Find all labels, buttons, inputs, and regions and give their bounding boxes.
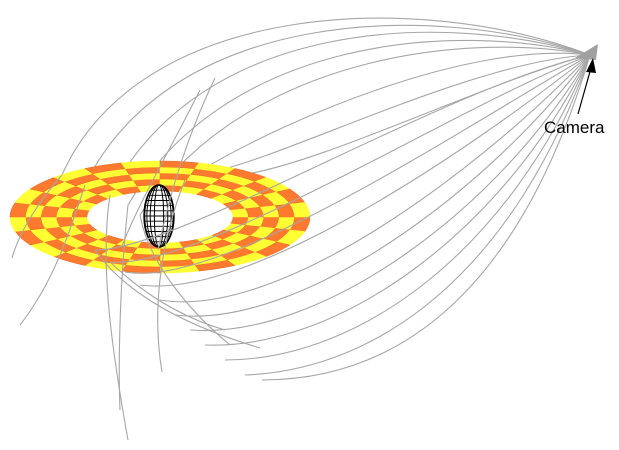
light-ray: [189, 54, 591, 332]
camera-label: Camera: [544, 118, 605, 137]
light-ray: [124, 54, 591, 274]
light-ray: [244, 54, 591, 376]
light-ray-tail: [139, 214, 231, 346]
light-rays-front: [11, 54, 591, 441]
light-ray: [61, 17, 591, 176]
disk-tile: [289, 202, 311, 218]
light-ray: [174, 54, 591, 317]
light-ray: [219, 54, 591, 171]
camera-icon: [575, 44, 598, 60]
light-ray: [94, 54, 591, 251]
light-ray: [109, 54, 591, 263]
light-ray: [224, 54, 591, 361]
light-ray-tail: [157, 77, 216, 251]
accretion-disk: [9, 160, 311, 274]
disk-tile: [230, 208, 249, 218]
light-ray: [139, 46, 591, 216]
light-ray-tail: [109, 261, 226, 331]
camera-arrow: [577, 58, 596, 115]
black-hole-ellipsoid: [143, 184, 175, 248]
light-ray: [127, 39, 591, 206]
light-rays-back: [61, 17, 591, 216]
light-ray-tail: [118, 204, 129, 411]
light-ray: [261, 54, 591, 381]
light-ray: [184, 52, 591, 181]
light-ray-tail: [19, 184, 86, 326]
light-ray-tail: [11, 174, 63, 259]
light-ray-tail: [105, 194, 129, 441]
light-ray: [84, 24, 591, 186]
light-ray-tail: [94, 249, 261, 349]
light-ray-tail: [121, 89, 201, 247]
light-ray: [139, 54, 591, 287]
light-ray: [109, 31, 591, 196]
light-ray: [204, 54, 591, 346]
light-ray: [159, 54, 591, 303]
light-ray-tail: [157, 179, 186, 373]
